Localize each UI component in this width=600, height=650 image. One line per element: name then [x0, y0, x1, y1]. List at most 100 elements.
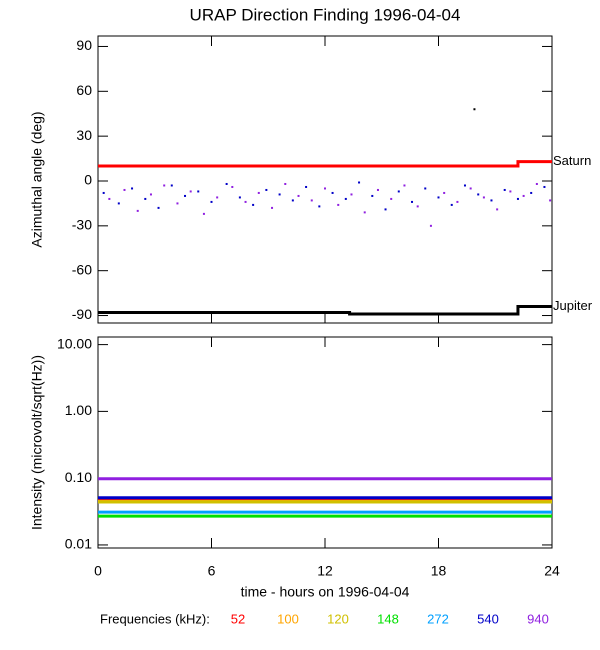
data-point: [337, 203, 340, 206]
data-point: [371, 194, 374, 197]
data-point: [163, 184, 166, 187]
data-point: [102, 191, 105, 194]
data-point: [257, 191, 260, 194]
data-point: [144, 197, 147, 200]
legend-entry: 100: [277, 611, 299, 626]
data-point: [535, 182, 538, 185]
data-point: [324, 187, 326, 190]
data-point: [350, 193, 353, 196]
chart-title: URAP Direction Finding 1996-04-04: [190, 5, 461, 24]
data-point: [108, 197, 111, 200]
data-point: [310, 199, 313, 202]
data-point: [503, 188, 506, 191]
data-point: [189, 190, 192, 193]
data-point: [463, 184, 466, 187]
x-tick-label: 6: [208, 563, 216, 579]
data-point: [331, 191, 334, 194]
x-tick-label: 0: [94, 563, 102, 579]
data-point: [522, 194, 525, 197]
data-point: [549, 199, 552, 202]
plot-frame: [97, 35, 553, 324]
legend-entry: 940: [527, 611, 549, 626]
data-point: [403, 184, 406, 187]
data-point: [157, 206, 160, 209]
y-axis-label: Intensity (microvolt/sqrt(Hz)): [29, 355, 45, 530]
data-point: [363, 211, 366, 214]
legend-entry: 52: [231, 611, 245, 626]
y-tick-label: -30: [72, 217, 92, 233]
data-point: [477, 193, 480, 196]
data-point: [530, 191, 533, 194]
data-point: [543, 185, 546, 188]
data-point: [216, 196, 219, 199]
data-point: [456, 200, 459, 203]
data-point: [202, 212, 205, 215]
data-point: [450, 203, 453, 206]
data-point: [305, 185, 308, 188]
data-point: [397, 190, 400, 193]
series-line: [98, 160, 552, 168]
data-point: [376, 188, 379, 191]
data-point: [297, 194, 300, 197]
data-point: [271, 206, 274, 209]
y-tick-label: 10.00: [57, 335, 92, 351]
y-tick-label: 0.10: [65, 469, 92, 485]
y-tick-label: 90: [76, 37, 92, 53]
data-point: [210, 200, 213, 203]
data-point: [225, 182, 228, 185]
data-point: [437, 196, 440, 199]
data-point: [136, 209, 139, 212]
data-point: [318, 205, 321, 208]
data-point: [265, 188, 268, 191]
data-point: [516, 197, 519, 200]
legend-entry: 120: [327, 611, 349, 626]
y-tick-label: -60: [72, 261, 92, 277]
x-tick-label: 18: [431, 563, 447, 579]
data-point: [184, 194, 187, 197]
series-label: Jupiter: [553, 298, 593, 313]
data-point: [509, 190, 512, 193]
data-point: [149, 193, 152, 196]
data-point: [117, 202, 120, 205]
y-axis-label: Azimuthal angle (deg): [29, 111, 45, 247]
data-point: [384, 208, 387, 211]
data-point: [244, 200, 247, 203]
data-point: [443, 191, 446, 194]
data-point: [469, 187, 472, 190]
data-point: [170, 184, 173, 187]
data-point: [291, 199, 294, 202]
legend-entry: 148: [377, 611, 399, 626]
data-point: [252, 203, 255, 206]
y-tick-label: 0: [84, 172, 92, 188]
data-point: [284, 182, 287, 185]
y-tick-label: 60: [76, 82, 92, 98]
data-point: [131, 187, 134, 190]
series-line: [98, 305, 552, 316]
data-point: [123, 188, 126, 191]
data-point: [416, 205, 419, 208]
series-label: Saturn: [553, 153, 591, 168]
x-tick-label: 24: [544, 563, 560, 579]
x-tick-label: 12: [317, 563, 333, 579]
data-point: [424, 187, 427, 190]
data-point: [390, 197, 393, 200]
y-tick-label: 0.01: [65, 536, 92, 552]
data-point: [496, 208, 499, 211]
data-point: [358, 181, 361, 184]
data-point: [344, 197, 347, 200]
y-tick-label: -90: [72, 306, 92, 322]
data-point: [231, 185, 234, 188]
data-point: [411, 200, 414, 203]
legend-entry: 272: [427, 611, 449, 626]
data-point: [197, 190, 200, 193]
data-point: [490, 199, 493, 202]
legend-entry: 540: [477, 611, 499, 626]
data-point: [278, 193, 281, 196]
data-point: [238, 196, 241, 199]
data-point: [482, 196, 485, 199]
y-tick-label: 30: [76, 127, 92, 143]
y-tick-label: 1.00: [65, 402, 92, 418]
legend-title: Frequencies (kHz):: [100, 611, 210, 626]
data-point: [176, 202, 179, 205]
